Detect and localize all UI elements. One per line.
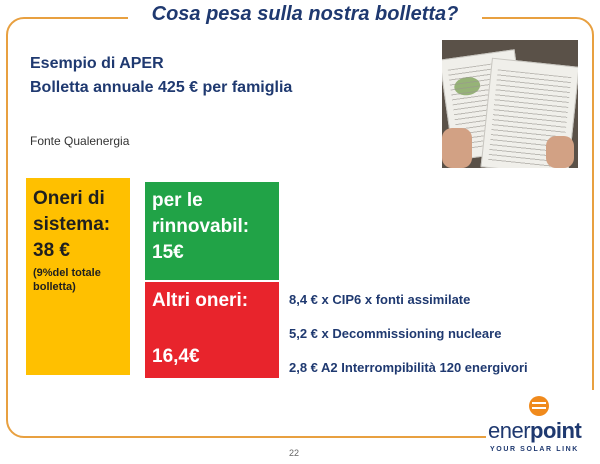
page-number: 22	[289, 448, 300, 458]
detail-cip6: 8,4 € x CIP6 x fonti assimilate	[289, 292, 471, 307]
rinnovabili-value: 15€	[152, 242, 184, 263]
oneri-line-1: Oneri di	[33, 188, 105, 209]
oneri-line-2: sistema:	[33, 214, 111, 235]
hand-right	[546, 136, 574, 168]
brand-wordmark: enerpoint	[488, 418, 582, 444]
brand-tagline: YOUR SOLAR LINK	[490, 446, 579, 453]
rinnovabili-line-2: rinnovabil:	[152, 216, 250, 237]
detail-interrompibilita: 2,8 € A2 Interrompibilità 120 energivori	[289, 360, 528, 375]
bill-photo	[442, 40, 578, 168]
altri-oneri-value: 16,4€	[152, 346, 200, 367]
slide-title: Cosa pesa sulla nostra bolletta?	[151, 3, 459, 25]
altri-oneri-box: Altri oneri: 16,4€	[145, 282, 279, 378]
subtitle-line-1: Esempio di APER	[30, 55, 164, 72]
brand-word-bold: point	[530, 418, 582, 443]
detail-decommissioning: 5,2 € x Decommissioning nucleare	[289, 326, 502, 341]
source-label: Fonte Qualenergia	[30, 134, 130, 148]
oneri-value: 38 €	[33, 240, 70, 261]
hand-left	[442, 128, 472, 168]
rinnovabili-box: per le rinnovabil: 15€	[145, 182, 279, 280]
rinnovabili-line-1: per le	[152, 190, 203, 211]
subtitle-line-2: Bolletta annuale 425 € per famiglia	[30, 79, 293, 96]
oneri-sistema-box: Oneri di sistema: 38 € (9%del totale bol…	[26, 178, 130, 375]
altri-oneri-label: Altri oneri:	[152, 290, 249, 311]
title-background	[128, 0, 482, 32]
oneri-note-2: bolletta)	[33, 281, 76, 293]
oneri-note-1: (9%del totale	[33, 267, 101, 279]
enerpoint-logo: enerpoint YOUR SOLAR LINK	[486, 390, 594, 462]
brand-word-light: ener	[488, 418, 531, 443]
sun-icon	[529, 396, 549, 416]
